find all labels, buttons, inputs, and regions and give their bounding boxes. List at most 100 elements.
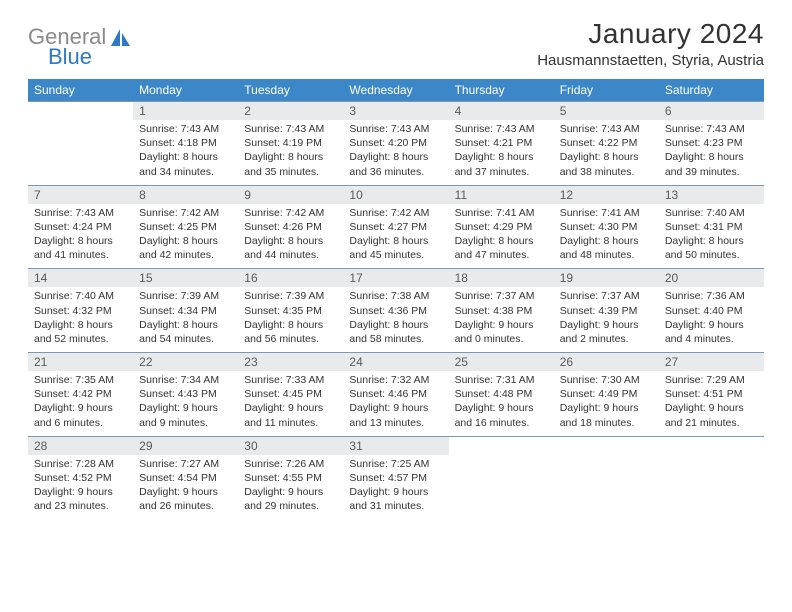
content-row: Sunrise: 7:43 AMSunset: 4:24 PMDaylight:…: [28, 204, 764, 269]
sunrise-text: Sunrise: 7:43 AM: [665, 122, 758, 136]
daylight-text: Daylight: 9 hours and 31 minutes.: [349, 485, 442, 513]
sunset-text: Sunset: 4:51 PM: [665, 387, 758, 401]
daylight-text: Daylight: 8 hours and 54 minutes.: [139, 318, 232, 346]
daylight-text: Daylight: 8 hours and 39 minutes.: [665, 150, 758, 178]
day-cell: Sunrise: 7:37 AMSunset: 4:39 PMDaylight:…: [554, 287, 659, 352]
content-row: Sunrise: 7:43 AMSunset: 4:18 PMDaylight:…: [28, 120, 764, 185]
sunrise-text: Sunrise: 7:34 AM: [139, 373, 232, 387]
day-number: 2: [238, 101, 343, 120]
sunset-text: Sunset: 4:26 PM: [244, 220, 337, 234]
day-number: 7: [28, 185, 133, 204]
daylight-text: Daylight: 8 hours and 58 minutes.: [349, 318, 442, 346]
daylight-text: Daylight: 9 hours and 11 minutes.: [244, 401, 337, 429]
daylight-text: Daylight: 8 hours and 38 minutes.: [560, 150, 653, 178]
daylight-text: Daylight: 8 hours and 44 minutes.: [244, 234, 337, 262]
sunrise-text: Sunrise: 7:38 AM: [349, 289, 442, 303]
sunset-text: Sunset: 4:24 PM: [34, 220, 127, 234]
daylight-text: Daylight: 8 hours and 34 minutes.: [139, 150, 232, 178]
sunrise-text: Sunrise: 7:37 AM: [560, 289, 653, 303]
sunset-text: Sunset: 4:36 PM: [349, 304, 442, 318]
logo-blue-line: Blue: [48, 44, 92, 70]
daylight-text: Daylight: 8 hours and 41 minutes.: [34, 234, 127, 262]
sunrise-text: Sunrise: 7:27 AM: [139, 457, 232, 471]
sunrise-text: Sunrise: 7:40 AM: [665, 206, 758, 220]
sunset-text: Sunset: 4:31 PM: [665, 220, 758, 234]
sunrise-text: Sunrise: 7:41 AM: [455, 206, 548, 220]
day-cell: [659, 455, 764, 463]
daylight-text: Daylight: 9 hours and 4 minutes.: [665, 318, 758, 346]
day-number: 3: [343, 101, 448, 120]
sunset-text: Sunset: 4:19 PM: [244, 136, 337, 150]
title-block: January 2024 Hausmannstaetten, Styria, A…: [537, 18, 764, 69]
day-cell: [554, 455, 659, 463]
day-number: 12: [554, 185, 659, 204]
daylight-text: Daylight: 9 hours and 26 minutes.: [139, 485, 232, 513]
sunrise-text: Sunrise: 7:41 AM: [560, 206, 653, 220]
content-row: Sunrise: 7:28 AMSunset: 4:52 PMDaylight:…: [28, 455, 764, 520]
sunset-text: Sunset: 4:34 PM: [139, 304, 232, 318]
day-cell: Sunrise: 7:43 AMSunset: 4:18 PMDaylight:…: [133, 120, 238, 185]
sunset-text: Sunset: 4:30 PM: [560, 220, 653, 234]
day-cell: Sunrise: 7:30 AMSunset: 4:49 PMDaylight:…: [554, 371, 659, 436]
sunrise-text: Sunrise: 7:42 AM: [349, 206, 442, 220]
daynum-row: 28293031: [28, 436, 764, 455]
weekday-header: Friday: [554, 79, 659, 101]
day-cell: Sunrise: 7:43 AMSunset: 4:21 PMDaylight:…: [449, 120, 554, 185]
day-number: 1: [133, 101, 238, 120]
day-cell: Sunrise: 7:43 AMSunset: 4:22 PMDaylight:…: [554, 120, 659, 185]
day-cell: Sunrise: 7:33 AMSunset: 4:45 PMDaylight:…: [238, 371, 343, 436]
weekday-header: Sunday: [28, 79, 133, 101]
daylight-text: Daylight: 9 hours and 0 minutes.: [455, 318, 548, 346]
sunset-text: Sunset: 4:54 PM: [139, 471, 232, 485]
day-number: 5: [554, 101, 659, 120]
sunset-text: Sunset: 4:42 PM: [34, 387, 127, 401]
day-number: [28, 101, 133, 106]
day-cell: Sunrise: 7:43 AMSunset: 4:23 PMDaylight:…: [659, 120, 764, 185]
daylight-text: Daylight: 8 hours and 36 minutes.: [349, 150, 442, 178]
content-row: Sunrise: 7:40 AMSunset: 4:32 PMDaylight:…: [28, 287, 764, 352]
day-cell: Sunrise: 7:31 AMSunset: 4:48 PMDaylight:…: [449, 371, 554, 436]
day-number: [659, 436, 764, 441]
day-cell: Sunrise: 7:42 AMSunset: 4:26 PMDaylight:…: [238, 204, 343, 269]
day-number: 27: [659, 352, 764, 371]
day-number: 28: [28, 436, 133, 455]
sunset-text: Sunset: 4:35 PM: [244, 304, 337, 318]
daylight-text: Daylight: 8 hours and 37 minutes.: [455, 150, 548, 178]
content-row: Sunrise: 7:35 AMSunset: 4:42 PM Daylight:…: [28, 371, 764, 436]
daylight-text: Daylight: 9 hours and 18 minutes.: [560, 401, 653, 429]
day-number: 6: [659, 101, 764, 120]
sunrise-text: Sunrise: 7:39 AM: [244, 289, 337, 303]
sunrise-text: Sunrise: 7:43 AM: [349, 122, 442, 136]
weekday-header: Tuesday: [238, 79, 343, 101]
day-cell: Sunrise: 7:28 AMSunset: 4:52 PMDaylight:…: [28, 455, 133, 520]
sunrise-text: Sunrise: 7:37 AM: [455, 289, 548, 303]
day-cell: Sunrise: 7:39 AMSunset: 4:34 PMDaylight:…: [133, 287, 238, 352]
day-number: 23: [238, 352, 343, 371]
weekday-header: Monday: [133, 79, 238, 101]
sunrise-text: Sunrise: 7:33 AM: [244, 373, 337, 387]
day-cell: Sunrise: 7:41 AMSunset: 4:30 PMDaylight:…: [554, 204, 659, 269]
daylight-text: Daylight: 9 hours and 9 minutes.: [139, 401, 232, 429]
sunset-text: Sunset: 4:25 PM: [139, 220, 232, 234]
sunset-text: Sunset: 4:46 PM: [349, 387, 442, 401]
sunrise-text: Sunrise: 7:29 AM: [665, 373, 758, 387]
daynum-row: 21222324252627: [28, 352, 764, 371]
sunrise-text: Sunrise: 7:43 AM: [139, 122, 232, 136]
day-number: 20: [659, 268, 764, 287]
day-number: 22: [133, 352, 238, 371]
sunset-text: Sunset: 4:27 PM: [349, 220, 442, 234]
daylight-text: Daylight: 9 hours and 23 minutes.: [34, 485, 127, 513]
sunrise-text: Sunrise: 7:32 AM: [349, 373, 442, 387]
month-title: January 2024: [537, 18, 764, 50]
daylight-text: Daylight: 9 hours and 29 minutes.: [244, 485, 337, 513]
sunrise-text: Sunrise: 7:35 AM: [34, 373, 127, 387]
day-cell: Sunrise: 7:43 AMSunset: 4:24 PMDaylight:…: [28, 204, 133, 269]
day-number: 24: [343, 352, 448, 371]
daynum-row: 78910111213: [28, 185, 764, 204]
sunset-text: Sunset: 4:43 PM: [139, 387, 232, 401]
sunrise-text: Sunrise: 7:42 AM: [244, 206, 337, 220]
daylight-text: Daylight: 8 hours and 42 minutes.: [139, 234, 232, 262]
sunset-text: Sunset: 4:45 PM: [244, 387, 337, 401]
sunset-text: Sunset: 4:22 PM: [560, 136, 653, 150]
day-cell: Sunrise: 7:40 AMSunset: 4:32 PMDaylight:…: [28, 287, 133, 352]
